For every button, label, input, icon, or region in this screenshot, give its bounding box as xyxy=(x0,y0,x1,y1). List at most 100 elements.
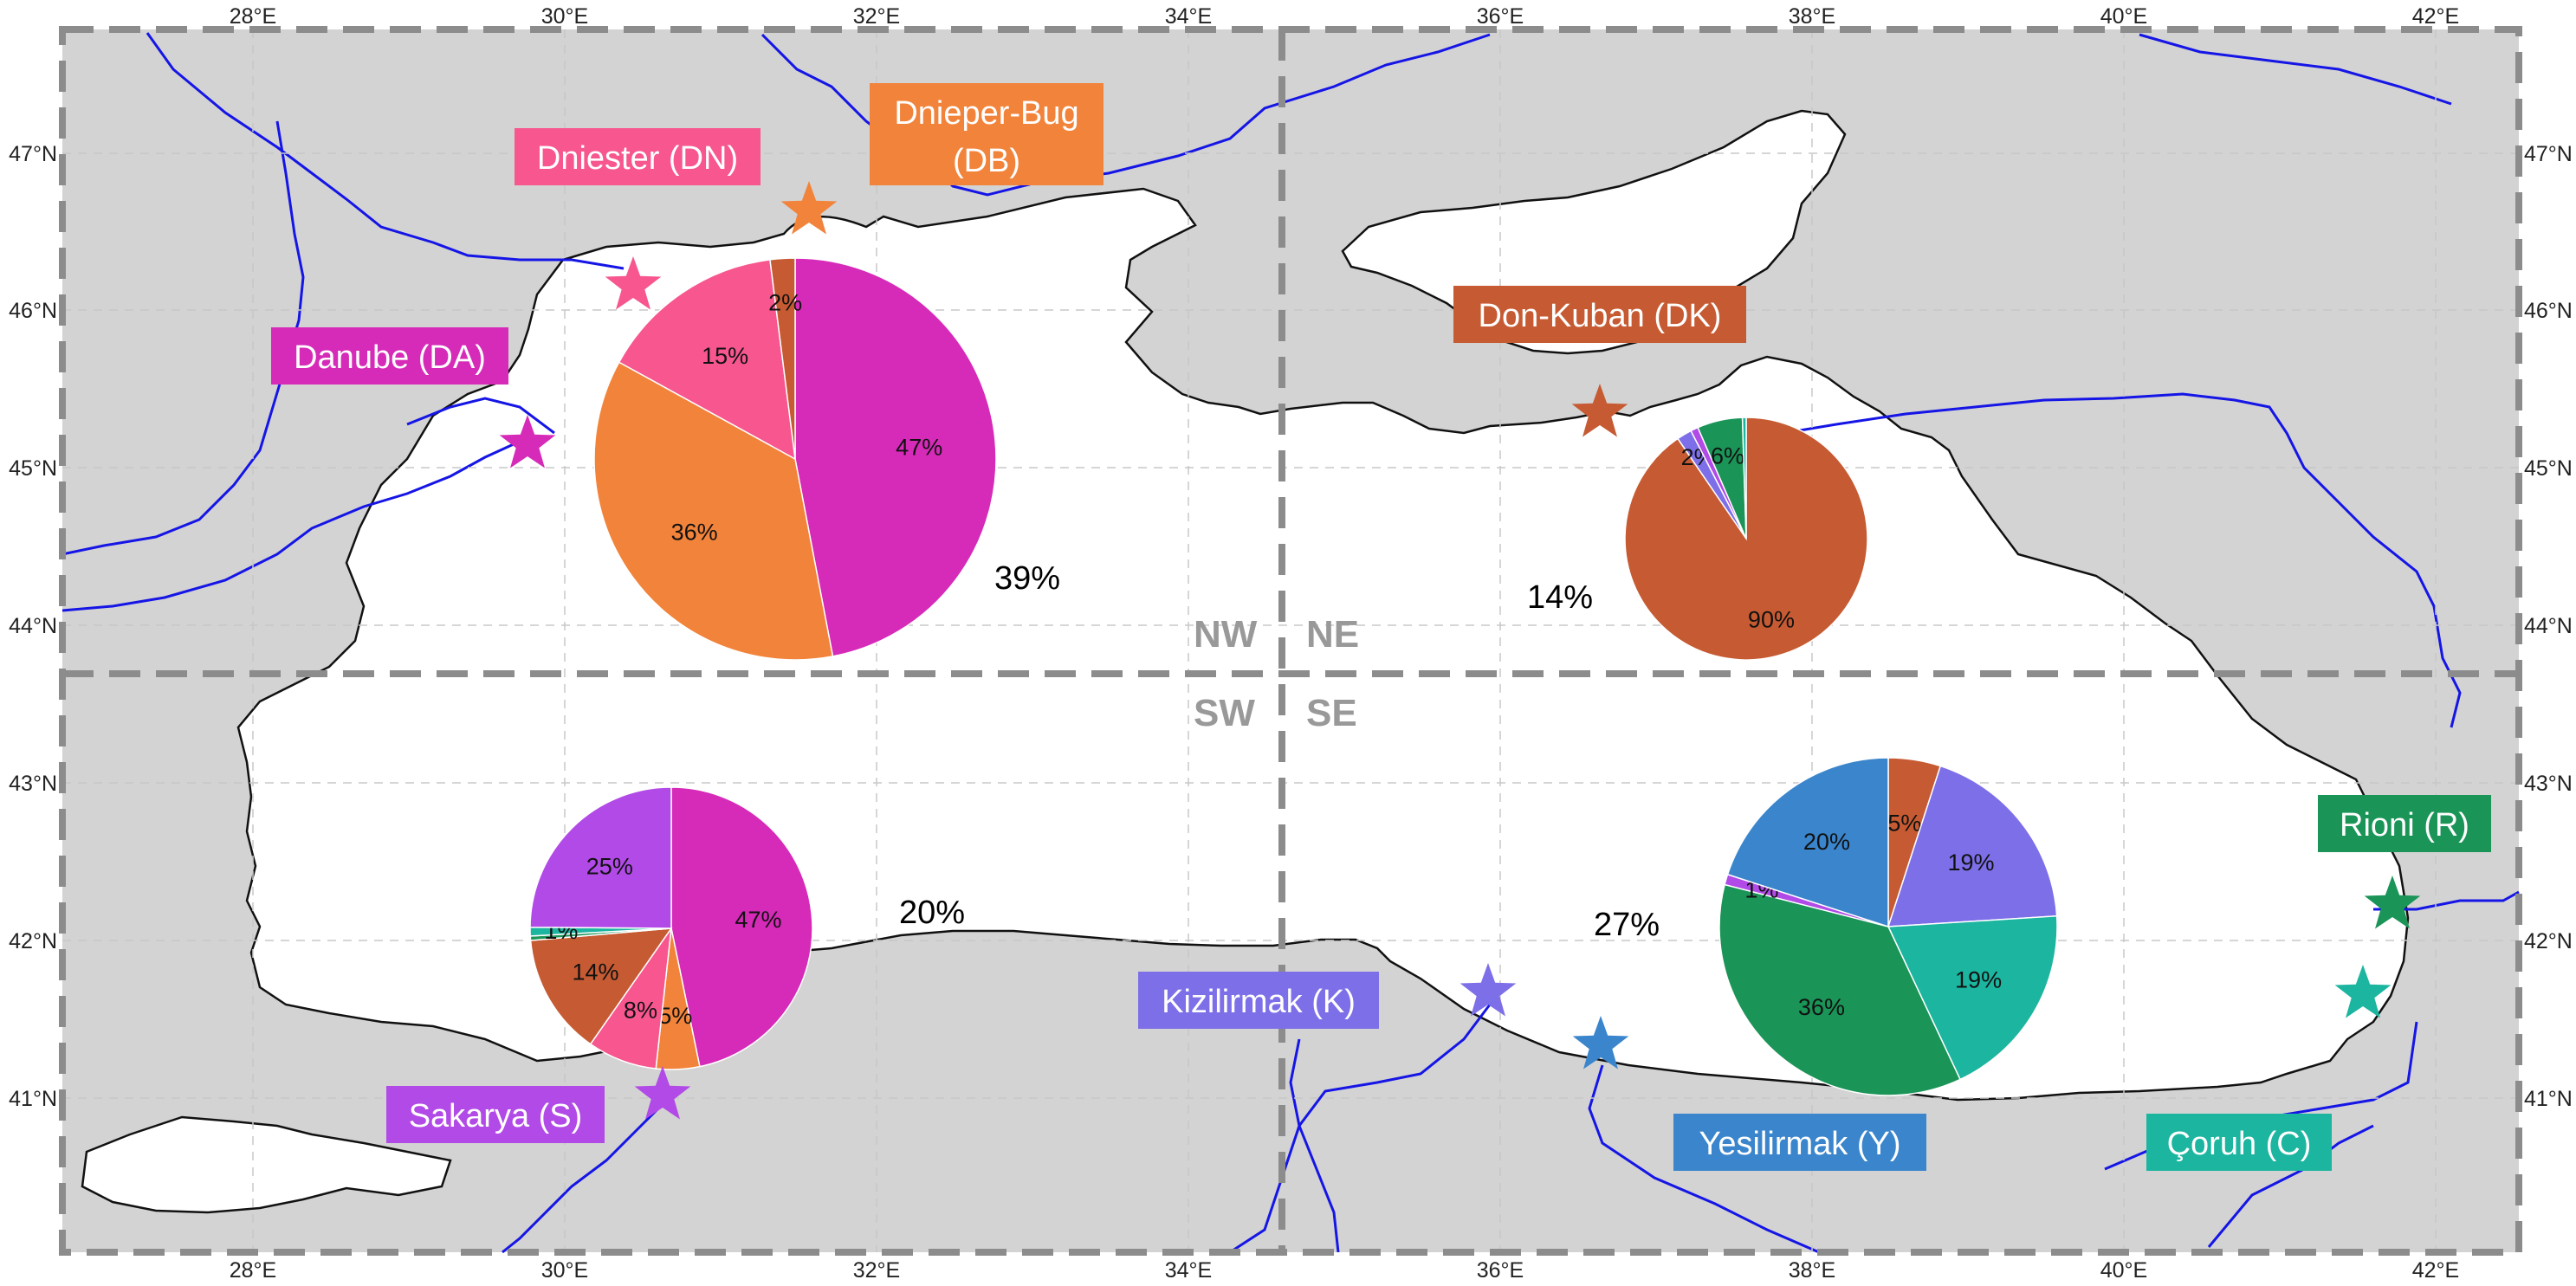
river-mouth-star-icon xyxy=(2334,965,2392,1018)
region-shares: 39% 14% 20% 27% xyxy=(899,560,1660,943)
lat-tick-label: 42°N xyxy=(2524,929,2573,953)
region-share-ne: 14% xyxy=(1527,579,1593,616)
river-label-kizilirmak: Kizilirmak (K) xyxy=(1162,984,1356,1020)
pie-slice-label: 47% xyxy=(735,907,782,933)
river-label-dnieper-bug-line1: Dnieper-Bug xyxy=(894,95,1078,132)
pie-slice-y xyxy=(1726,757,1889,928)
label-box-sakarya xyxy=(386,1086,605,1143)
lat-ticks-left: 47°N 46°N 45°N 44°N 43°N 42°N 41°N xyxy=(9,142,57,1111)
pie-slice-label: 5% xyxy=(1887,811,1921,837)
lat-tick-label: 45°N xyxy=(2524,456,2573,481)
pie-slice-label: 20% xyxy=(1803,829,1850,855)
lon-tick-label: 32°E xyxy=(853,4,900,29)
lat-tick-label: 47°N xyxy=(9,142,57,166)
lat-tick-label: 41°N xyxy=(9,1087,57,1111)
lon-tick-label: 34°E xyxy=(1165,4,1212,29)
river-label-rioni: Rioni (R) xyxy=(2340,807,2469,843)
lon-tick-label: 30°E xyxy=(541,1258,588,1282)
lon-tick-label: 28°E xyxy=(230,1258,276,1282)
river-mouth-star-icon xyxy=(2364,876,2421,929)
pie-slice-label: 36% xyxy=(1798,994,1845,1020)
river-label-don-kuban: Don-Kuban (DK) xyxy=(1479,298,1722,334)
river-label-sakarya: Sakarya (S) xyxy=(409,1098,583,1134)
lon-tick-label: 40°E xyxy=(2100,4,2147,29)
pie-slice-label: 15% xyxy=(702,343,748,369)
lat-ticks-right: 47°N 46°N 45°N 44°N 43°N 42°N 41°N xyxy=(2524,142,2573,1111)
label-box-danube xyxy=(271,327,508,385)
quadrant-label-sw: SW xyxy=(1194,692,1255,734)
lon-tick-label: 32°E xyxy=(853,1258,900,1282)
pie-chart-se: 5%19%19%36%1%20% xyxy=(1718,757,2058,1096)
lon-tick-label: 42°E xyxy=(2412,1258,2459,1282)
pie-slice-da xyxy=(670,786,813,1068)
label-box-don-kuban xyxy=(1453,286,1746,343)
lon-tick-label: 42°E xyxy=(2412,4,2459,29)
pie-slice-dk xyxy=(529,927,673,1045)
pie-chart-sw: 47%5%8%14%1%25% xyxy=(529,786,813,1070)
river-label-dnieper-bug-line2: (DB) xyxy=(953,143,1020,179)
pie-slice-da xyxy=(794,257,997,657)
quadrant-label-ne: NE xyxy=(1306,613,1359,656)
river-mouth-star-icon xyxy=(1571,384,1628,437)
river-mouth-markers xyxy=(499,181,2421,1120)
pie-slice-dk xyxy=(769,257,796,460)
river-mouth-star-icon xyxy=(780,181,838,235)
lat-tick-label: 46°N xyxy=(9,299,57,323)
lon-tick-label: 30°E xyxy=(541,4,588,29)
pie-slice-k xyxy=(1887,765,2058,927)
lon-ticks-bottom: 28°E 30°E 32°E 34°E 36°E 38°E 40°E 42°E xyxy=(230,1258,2459,1283)
lat-tick-label: 44°N xyxy=(2524,614,2573,638)
river-label-dniester: Dniester (DN) xyxy=(537,140,738,177)
pie-slice-label: 19% xyxy=(1955,967,2002,993)
river-labels: Danube (DA) Dniester (DN) Dnieper-Bug (D… xyxy=(271,83,2491,1171)
pie-chart-ne: 90%2%6% xyxy=(1624,417,1868,661)
label-box-coruh xyxy=(2146,1114,2332,1171)
lon-tick-label: 38°E xyxy=(1789,4,1835,29)
lat-tick-label: 44°N xyxy=(9,614,57,638)
pie-slice-label: 19% xyxy=(1948,850,1995,876)
quadrant-labels: NW NE SW SE xyxy=(1194,613,1359,734)
pie-slice-label: 36% xyxy=(671,520,718,546)
pie-slice-label: 2% xyxy=(768,289,802,315)
pie-slice-s xyxy=(529,786,672,929)
map-frame xyxy=(59,26,2522,1256)
lon-tick-label: 34°E xyxy=(1165,1258,1212,1282)
label-box-rioni xyxy=(2318,795,2491,852)
region-share-se: 27% xyxy=(1594,907,1660,943)
pie-slice-r xyxy=(1718,883,1962,1096)
lat-tick-label: 47°N xyxy=(2524,142,2573,166)
lon-ticks-top: 28°E 30°E 32°E 34°E 36°E 38°E 40°E 42°E xyxy=(230,4,2459,29)
lon-tick-label: 36°E xyxy=(1477,4,1524,29)
pie-slice-c xyxy=(1887,914,2058,1081)
river-mouth-star-icon xyxy=(634,1066,691,1120)
river-label-danube: Danube (DA) xyxy=(294,339,486,376)
region-share-sw: 20% xyxy=(899,895,965,931)
river-mouth-star-icon xyxy=(1572,1016,1629,1070)
lon-tick-label: 36°E xyxy=(1477,1258,1524,1282)
pie-slice-label: 47% xyxy=(896,434,942,460)
label-box-yesilirmak xyxy=(1673,1114,1926,1171)
lat-tick-label: 46°N xyxy=(2524,299,2573,323)
pie-slice-db xyxy=(593,361,834,661)
river-label-coruh: Çoruh (C) xyxy=(2167,1126,2312,1162)
lat-tick-label: 41°N xyxy=(2524,1087,2573,1111)
lat-tick-label: 43°N xyxy=(9,772,57,796)
quadrant-label-nw: NW xyxy=(1194,613,1258,656)
pie-slice-c xyxy=(1741,417,1747,540)
label-box-dniester xyxy=(515,128,761,185)
quadrant-label-se: SE xyxy=(1306,692,1357,734)
pie-slice-label: 8% xyxy=(624,998,657,1024)
pie-slice-label: 6% xyxy=(1711,443,1744,469)
region-share-nw: 39% xyxy=(994,560,1060,597)
pie-slice-label: 90% xyxy=(1748,607,1795,633)
lon-tick-label: 38°E xyxy=(1789,1258,1835,1282)
river-mouth-star-icon xyxy=(499,415,556,469)
river-label-yesilirmak: Yesilirmak (Y) xyxy=(1699,1126,1901,1162)
lat-tick-label: 45°N xyxy=(9,456,57,481)
pie-slice-label: 14% xyxy=(572,960,618,986)
lon-tick-label: 28°E xyxy=(230,4,276,29)
pie-slice-label: 25% xyxy=(586,853,633,879)
pie-chart-nw: 47% 36% 15% 2% xyxy=(593,257,997,661)
